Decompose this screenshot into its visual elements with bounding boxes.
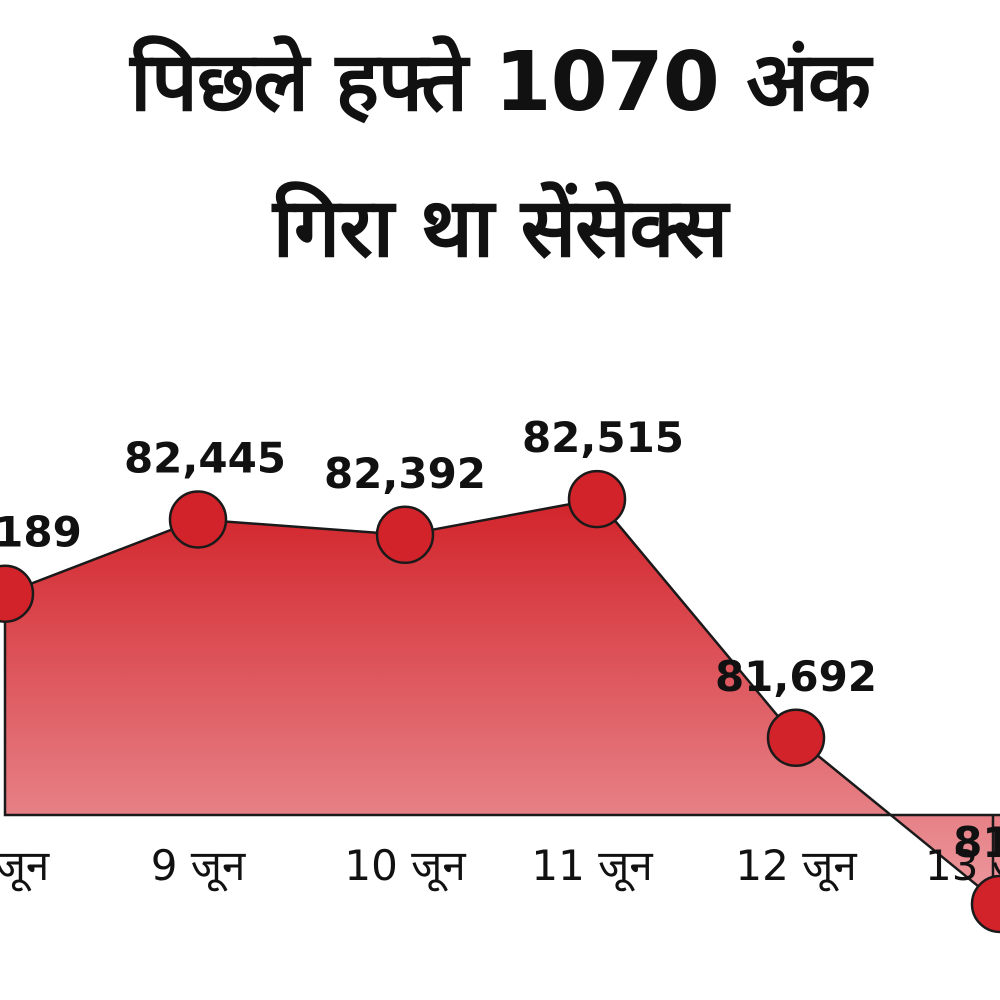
data-value-label: 189: [0, 508, 82, 557]
chart-title-line-1: पिछले हफ्ते 1070 अंक: [130, 35, 871, 130]
data-value-label: 82,445: [124, 434, 286, 483]
x-tick-label: 10 जून: [344, 841, 466, 892]
data-point-marker: [766, 708, 826, 768]
data-point-marker: [970, 874, 1000, 934]
data-value-label: 82,515: [522, 413, 684, 462]
data-point-marker: [168, 490, 228, 549]
area-fill: [5, 499, 1000, 904]
x-tick-label: 12 जून: [735, 841, 857, 892]
x-tick-label: 9 जून: [151, 841, 246, 892]
data-point-marker: [0, 564, 35, 623]
data-point-marker: [567, 469, 627, 529]
x-tick-label: जून: [0, 841, 50, 892]
data-value-label: 81,1: [953, 818, 1000, 867]
x-tick-label: 11 जून: [531, 841, 653, 892]
data-value-label: 82,392: [324, 449, 486, 498]
data-point-marker: [375, 505, 435, 565]
series-line: [4, 497, 1000, 905]
x-tick-label: 13 जून: [925, 841, 1000, 892]
data-value-label: 81,692: [715, 652, 877, 701]
chart-title-line-2: गिरा था सेंसेक्स: [272, 181, 728, 276]
